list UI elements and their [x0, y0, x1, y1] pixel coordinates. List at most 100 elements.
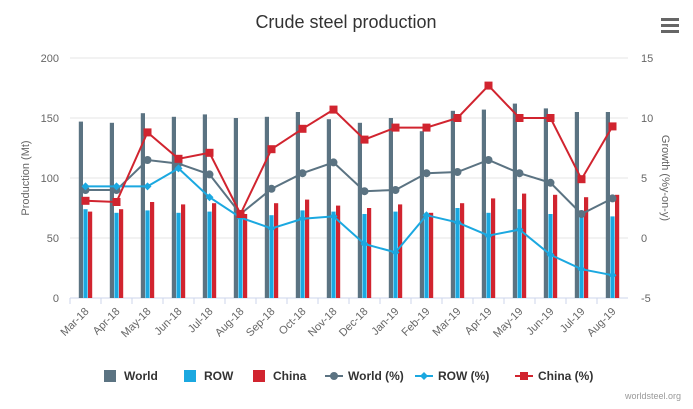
x-tick-label: Jan-19	[369, 306, 401, 338]
legend-item-row[interactable]: ROW	[184, 369, 234, 383]
point	[391, 186, 400, 194]
point	[360, 187, 369, 196]
point	[205, 148, 214, 157]
legend: World ROW China World (%) ROW (%) China (%)	[104, 369, 593, 383]
legend-symbol	[253, 370, 265, 382]
legend-item-row-[interactable]: ROW (%)	[415, 369, 489, 383]
bar	[78, 121, 83, 298]
point	[608, 122, 617, 131]
bar	[610, 216, 615, 298]
point	[298, 214, 307, 223]
x-tick-label: Dec-18	[337, 306, 371, 340]
x-tick-label: Sep-18	[244, 306, 278, 340]
bar	[176, 212, 181, 298]
bar-series-world	[78, 103, 610, 299]
point	[484, 231, 493, 240]
point	[298, 169, 307, 178]
bar	[362, 214, 367, 298]
y-axis-title: Production (Mt)	[20, 140, 32, 215]
legend-item-china[interactable]: China	[253, 369, 307, 383]
point	[422, 123, 431, 132]
y2-tick-label: 5	[641, 173, 647, 185]
chart-title: Crude steel production	[255, 12, 436, 32]
x-tick-label: Aug-19	[585, 306, 619, 340]
bar-series	[78, 103, 620, 299]
point	[81, 182, 90, 191]
legend-label: World (%)	[348, 369, 404, 383]
bar	[579, 214, 584, 298]
line-series-row-	[81, 164, 617, 280]
bar	[543, 108, 548, 299]
point	[577, 210, 586, 218]
point	[329, 105, 338, 114]
x-tick-label: Nov-18	[306, 306, 340, 340]
bar	[83, 209, 88, 298]
series-line	[85, 158, 613, 216]
legend-item-china-[interactable]: China (%)	[515, 369, 593, 383]
point	[112, 198, 121, 206]
bar	[181, 204, 186, 298]
point	[174, 164, 183, 173]
point	[453, 114, 462, 122]
bar	[331, 211, 336, 298]
bar	[574, 112, 579, 298]
bar	[326, 119, 331, 298]
menu-icon-bar	[661, 24, 679, 27]
bar	[584, 197, 589, 298]
point	[546, 178, 555, 187]
bar	[336, 205, 341, 298]
point	[577, 265, 586, 274]
series-line	[85, 167, 613, 277]
bar	[455, 208, 460, 298]
point	[143, 156, 152, 164]
line-series	[81, 81, 617, 280]
bar	[243, 214, 248, 298]
bar	[424, 212, 429, 298]
point	[143, 182, 152, 191]
bar	[357, 122, 362, 298]
legend-symbol	[184, 370, 196, 382]
point	[608, 271, 617, 280]
point	[422, 169, 431, 178]
y-tick-label: 150	[41, 113, 59, 125]
y-tick-label: 0	[53, 293, 59, 305]
bar	[109, 122, 114, 298]
bar	[605, 112, 610, 298]
bar	[305, 199, 310, 298]
x-tick-label: Apr-18	[91, 306, 123, 338]
legend-symbol	[330, 372, 338, 380]
x-tick-label: Apr-19	[463, 306, 495, 338]
x-tick-label: Jun-18	[152, 306, 184, 338]
point	[608, 194, 617, 203]
legend-item-world-[interactable]: World (%)	[325, 369, 404, 383]
bar	[274, 203, 279, 298]
bar	[114, 212, 119, 298]
point	[391, 248, 400, 257]
credit-text[interactable]: worldsteel.org	[624, 391, 681, 401]
point	[484, 81, 493, 90]
context-menu-button[interactable]	[656, 14, 684, 38]
point	[112, 182, 121, 191]
point	[360, 135, 369, 144]
point	[329, 212, 338, 221]
bar	[486, 212, 491, 298]
hamburger-menu-icon	[661, 18, 679, 33]
point	[546, 250, 555, 259]
bar	[419, 131, 424, 298]
point	[515, 225, 524, 234]
bar	[295, 112, 300, 298]
bar	[460, 203, 465, 298]
point	[205, 193, 214, 202]
bar	[512, 103, 517, 298]
legend-item-world[interactable]: World	[104, 369, 158, 383]
bar	[388, 118, 393, 298]
x-tick-label: May-19	[491, 306, 525, 340]
y-tick-label: 200	[41, 53, 59, 65]
bar	[171, 116, 176, 298]
x-tick-label: May-18	[119, 306, 153, 340]
point	[577, 175, 586, 184]
bar	[150, 202, 155, 298]
bar	[145, 210, 150, 298]
legend-symbol	[104, 370, 116, 382]
x-tick-label: Oct-18	[277, 306, 309, 338]
